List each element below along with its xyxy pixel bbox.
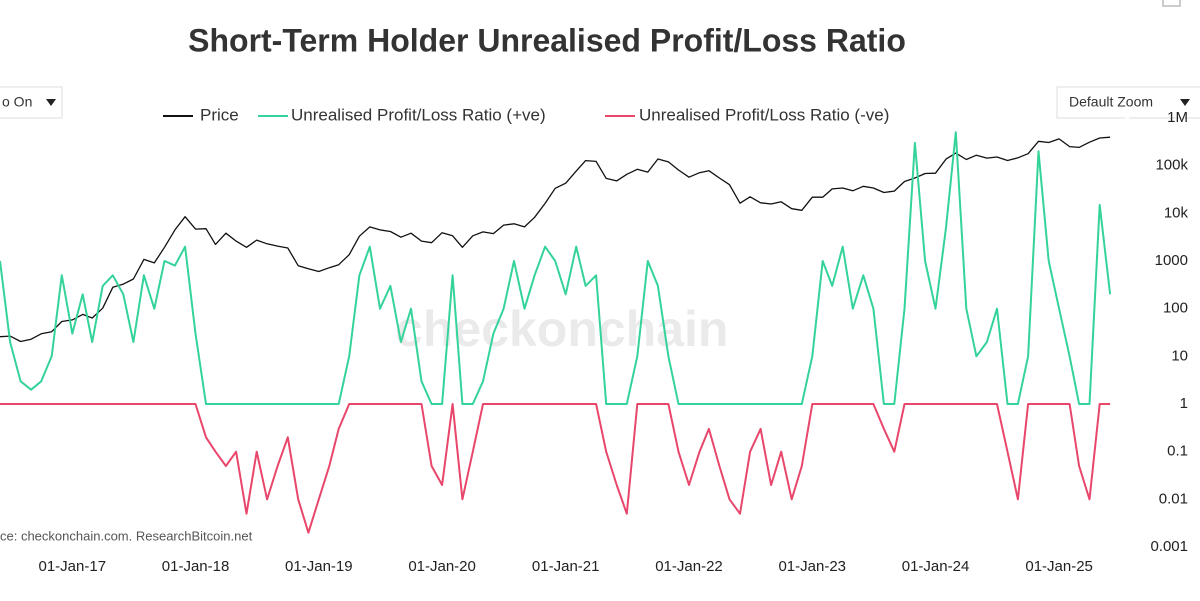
y-tick-label: 1000 xyxy=(1155,252,1188,269)
series-line xyxy=(0,403,1111,534)
y-tick-label: 0.01 xyxy=(1159,490,1188,507)
zoom-dropdown[interactable]: Default Zoom xyxy=(1056,86,1200,119)
camera-icon[interactable] xyxy=(1162,0,1181,7)
dropdown-label[interactable]: Default Zoom xyxy=(1069,94,1153,110)
y-tick-label: 1M xyxy=(1167,109,1188,126)
dropdown-arrow[interactable] xyxy=(46,99,56,106)
x-tick-label: 01-Jan-19 xyxy=(285,558,353,575)
x-tick-label: 01-Jan-22 xyxy=(655,558,723,575)
y-tick-label: 100 xyxy=(1163,300,1188,317)
y-tick-label: 0.1 xyxy=(1167,443,1188,460)
legend-label: Price xyxy=(200,105,239,124)
x-tick-label: 01-Jan-21 xyxy=(532,558,600,575)
y-tick-label: 0.001 xyxy=(1150,538,1188,555)
y-tick-label: 10k xyxy=(1164,204,1189,221)
x-tick-label: 01-Jan-23 xyxy=(778,558,846,575)
dropdown-box[interactable] xyxy=(1056,86,1200,119)
series-line xyxy=(0,136,1111,343)
legend-label: Unrealised Profit/Loss Ratio (-ve) xyxy=(639,105,889,124)
x-tick-label: 01-Jan-20 xyxy=(408,558,476,575)
dropdown-arrow[interactable] xyxy=(1180,99,1190,106)
source-note: ce: checkonchain.com. ResearchBitcoin.ne… xyxy=(0,528,253,543)
y-tick-label: 10 xyxy=(1171,347,1188,364)
chart-title: Short-Term Holder Unrealised Profit/Loss… xyxy=(188,22,906,58)
dropdown-label[interactable]: o On xyxy=(2,94,32,110)
y-tick-label: 1 xyxy=(1180,395,1188,412)
x-tick-label: 01-Jan-25 xyxy=(1025,558,1093,575)
left-dropdown[interactable]: o On xyxy=(0,86,63,119)
x-tick-label: 01-Jan-24 xyxy=(902,558,970,575)
series-line xyxy=(0,131,1112,405)
x-tick-label: 01-Jan-18 xyxy=(162,558,230,575)
y-tick-label: 100k xyxy=(1155,157,1188,174)
watermark: checkonchain xyxy=(395,301,728,357)
x-tick-label: 01-Jan-17 xyxy=(39,558,107,575)
legend-label: Unrealised Profit/Loss Ratio (+ve) xyxy=(291,105,546,124)
